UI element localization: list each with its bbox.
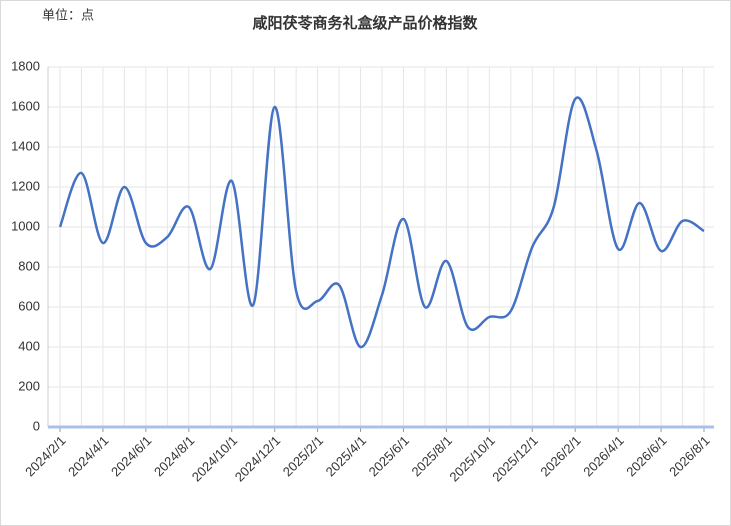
y-tick-label: 400 xyxy=(18,338,40,353)
line xyxy=(58,96,705,349)
chart-title: 咸阳茯苓商务礼盒级产品价格指数 xyxy=(252,14,478,32)
y-tick-label: 1400 xyxy=(11,138,40,153)
y-tick-label: 600 xyxy=(18,298,40,313)
unit-label: 单位：点 xyxy=(42,7,94,22)
y-tick-label: 1800 xyxy=(11,58,40,73)
y-tick-label: 0 xyxy=(33,418,40,433)
y-tick-label: 1200 xyxy=(11,178,40,193)
y-tick-label: 800 xyxy=(18,258,40,273)
y-tick-label: 200 xyxy=(18,378,40,393)
y-tick-label: 1000 xyxy=(11,218,40,233)
y-tick-label: 1600 xyxy=(11,98,40,113)
